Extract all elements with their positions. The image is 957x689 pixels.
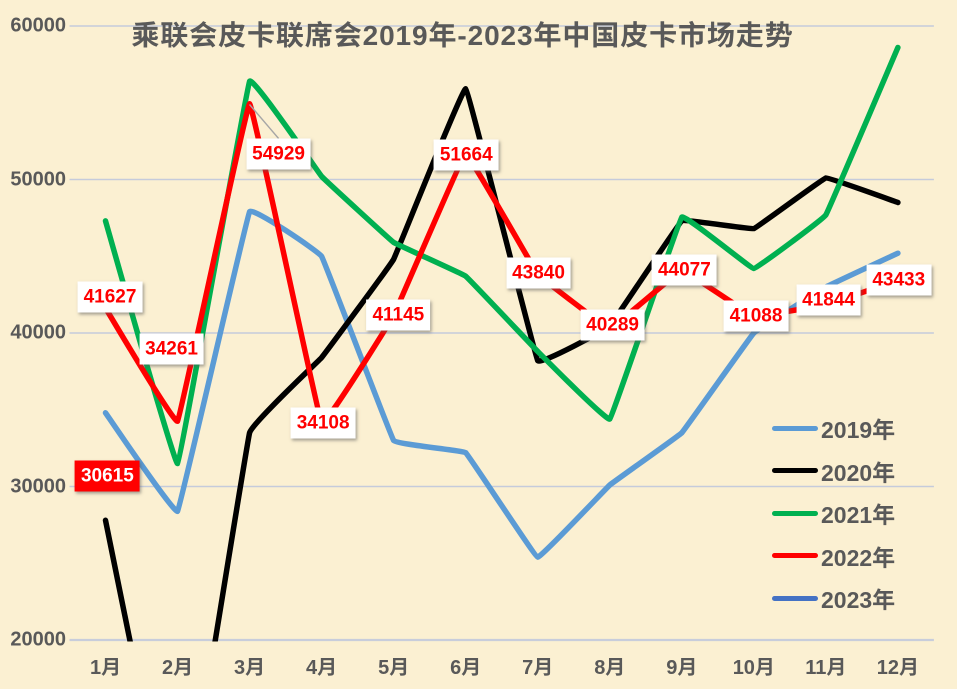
x-tick-5月: 5月 xyxy=(378,657,410,679)
x-tick-1月: 1月 xyxy=(89,657,122,679)
legend-item-2019年[interactable]: 2019年 xyxy=(772,410,895,446)
x-tick-4月: 4月 xyxy=(306,657,338,679)
y-tick-50000: 50000 xyxy=(10,168,66,190)
chart-title: 乘联会皮卡联席会2019年-2023年中国皮卡市场走势 xyxy=(131,19,794,51)
series-line-2021年 xyxy=(102,44,901,467)
data-label-2023-1月: 30615 xyxy=(74,460,140,492)
series-line-2022年 xyxy=(102,101,901,427)
data-label-2022-4月: 34108 xyxy=(290,407,356,439)
data-label-2022-5月: 41145 xyxy=(366,299,431,331)
legend-swatch-2023年 xyxy=(772,595,818,601)
legend-swatch-2019年 xyxy=(772,425,818,431)
data-label-2022-2月: 34261 xyxy=(139,333,204,365)
x-tick-9月: 9月 xyxy=(666,657,698,679)
x-tick-3月: 3月 xyxy=(234,657,266,679)
legend-swatch-2022年 xyxy=(772,553,818,558)
series-line-2019年 xyxy=(102,208,901,560)
legend-label-2020年: 2020年 xyxy=(821,459,896,486)
legend-swatch-2021年 xyxy=(772,510,818,516)
x-tick-11月: 11月 xyxy=(805,657,847,679)
y-tick-40000: 40000 xyxy=(10,321,66,344)
y-tick-30000: 30000 xyxy=(10,475,66,497)
x-tick-12月: 12月 xyxy=(876,657,919,679)
data-label-2022-10月: 41088 xyxy=(723,300,789,332)
x-tick-2月: 2月 xyxy=(161,657,194,679)
x-tick-10月: 10月 xyxy=(732,657,775,679)
series-line-2020年 xyxy=(102,86,901,642)
legend-label-2023年: 2023年 xyxy=(821,587,896,613)
legend-label-2022年: 2022年 xyxy=(821,544,896,571)
x-tick-8月: 8月 xyxy=(594,657,626,679)
legend-label-2021年: 2021年 xyxy=(821,502,896,528)
legend-item-2022年[interactable]: 2022年 xyxy=(772,538,895,574)
legend-item-2023年[interactable]: 2023年 xyxy=(772,580,895,616)
legend-swatch-2020年 xyxy=(772,468,818,473)
data-label-2022-1月: 41627 xyxy=(77,281,143,313)
data-label-2022-9月: 44077 xyxy=(651,254,717,286)
data-label-2022-7月: 43840 xyxy=(506,257,571,289)
data-label-2022-6月: 51664 xyxy=(433,139,499,171)
x-tick-7月: 7月 xyxy=(522,657,554,679)
data-label-2022-12月: 43433 xyxy=(866,264,932,296)
legend-item-2021年[interactable]: 2021年 xyxy=(772,495,895,531)
x-tick-6月: 6月 xyxy=(450,657,482,679)
y-tick-60000: 60000 xyxy=(10,14,66,37)
legend-label-2019年: 2019年 xyxy=(821,417,896,443)
data-label-2022-8月: 40289 xyxy=(580,309,645,341)
legend-item-2020年[interactable]: 2020年 xyxy=(772,453,895,489)
y-tick-20000: 20000 xyxy=(10,628,66,651)
data-label-2022-3月: 54929 xyxy=(246,138,311,170)
data-label-2022-11月: 41844 xyxy=(796,284,861,316)
label-leader-line xyxy=(248,104,280,139)
